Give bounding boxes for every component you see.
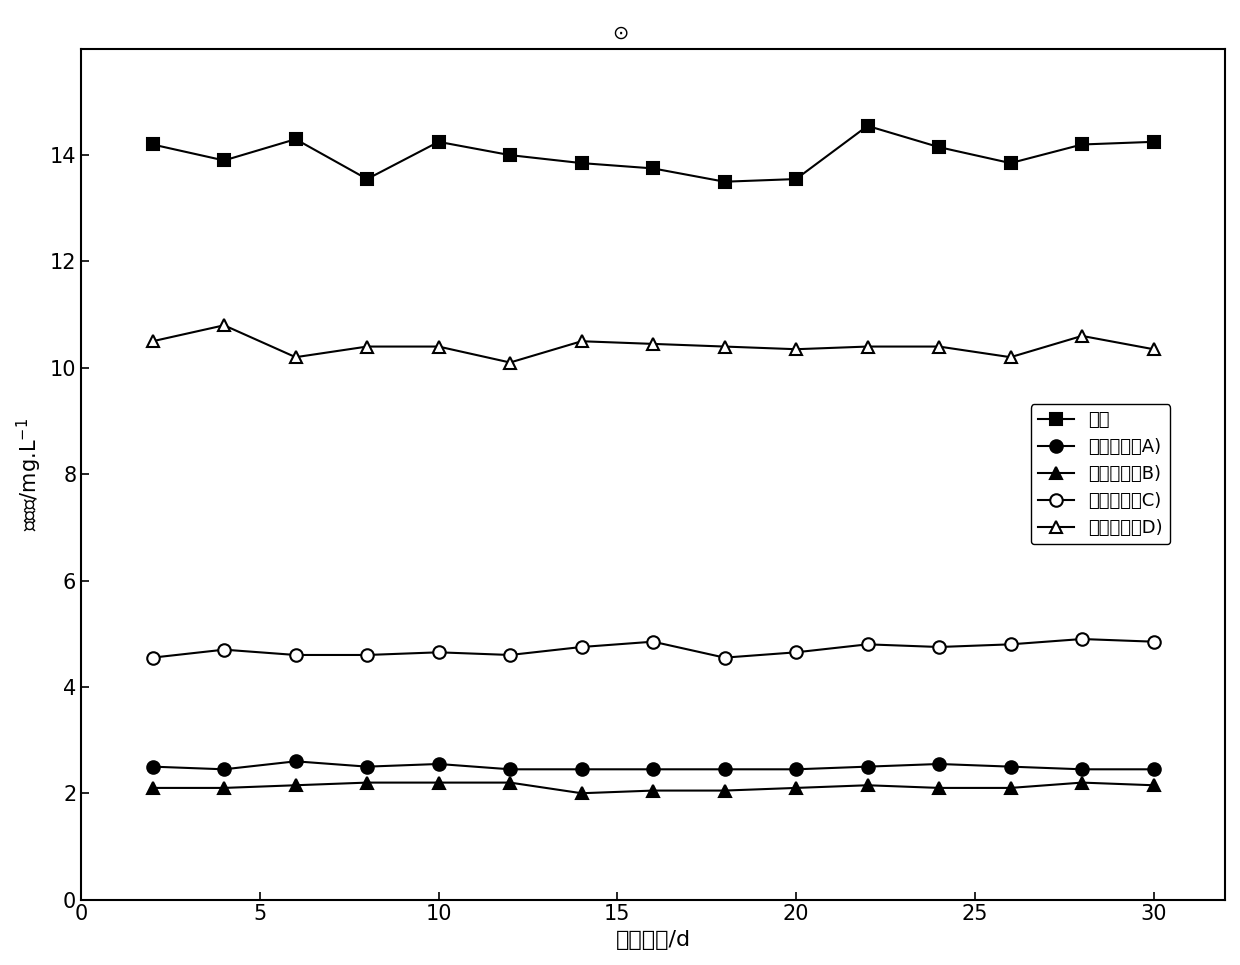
出水（滤料B) xyxy=(574,787,589,799)
进水 xyxy=(288,133,303,145)
出水（滤料B) xyxy=(931,782,946,793)
出水（滤料A) xyxy=(145,760,160,772)
出水（滤料C) xyxy=(145,651,160,663)
出水（滤料C) xyxy=(931,641,946,652)
进水 xyxy=(574,157,589,169)
出水（滤料A) xyxy=(1075,763,1090,775)
出水（滤料D) xyxy=(360,341,374,352)
进水 xyxy=(717,176,732,187)
出水（滤料B) xyxy=(1075,777,1090,788)
出水（滤料B) xyxy=(789,782,804,793)
出水（滤料A) xyxy=(931,758,946,770)
Line: 进水: 进水 xyxy=(148,121,1159,187)
出水（滤料D) xyxy=(931,341,946,352)
进水 xyxy=(861,120,875,131)
出水（滤料C) xyxy=(217,644,232,655)
出水（滤料A) xyxy=(217,763,232,775)
Y-axis label: 硝态氮/mg.L$^{-1}$: 硝态氮/mg.L$^{-1}$ xyxy=(15,418,45,531)
出水（滤料D) xyxy=(1075,330,1090,342)
Legend: 进水, 出水（滤料A), 出水（滤料B), 出水（滤料C), 出水（滤料D): 进水, 出水（滤料A), 出水（滤料B), 出水（滤料C), 出水（滤料D) xyxy=(1030,404,1171,544)
出水（滤料D) xyxy=(432,341,446,352)
出水（滤料B) xyxy=(288,780,303,791)
出水（滤料A) xyxy=(502,763,517,775)
出水（滤料C) xyxy=(1146,636,1161,648)
出水（滤料C) xyxy=(717,651,732,663)
出水（滤料D) xyxy=(646,338,661,349)
出水（滤料D) xyxy=(1146,344,1161,355)
出水（滤料C) xyxy=(502,649,517,661)
进水 xyxy=(1075,139,1090,151)
出水（滤料D) xyxy=(145,336,160,347)
出水（滤料A) xyxy=(288,756,303,767)
出水（滤料C) xyxy=(288,649,303,661)
进水 xyxy=(217,154,232,166)
进水 xyxy=(931,141,946,152)
Line: 出水（滤料D): 出水（滤料D) xyxy=(146,319,1159,369)
出水（滤料B) xyxy=(861,780,875,791)
出水（滤料D) xyxy=(861,341,875,352)
进水 xyxy=(360,174,374,185)
Line: 出水（滤料A): 出水（滤料A) xyxy=(146,755,1159,776)
出水（滤料C) xyxy=(861,639,875,650)
进水 xyxy=(145,139,160,151)
出水（滤料C) xyxy=(646,636,661,648)
Line: 出水（滤料B): 出水（滤料B) xyxy=(146,777,1159,799)
出水（滤料A) xyxy=(574,763,589,775)
进水 xyxy=(1146,136,1161,148)
出水（滤料D) xyxy=(574,336,589,347)
出水（滤料B) xyxy=(1146,780,1161,791)
进水 xyxy=(646,163,661,175)
进水 xyxy=(432,136,446,148)
出水（滤料C) xyxy=(1003,639,1018,650)
出水（滤料B) xyxy=(646,785,661,796)
出水（滤料B) xyxy=(217,782,232,793)
出水（滤料B) xyxy=(717,785,732,796)
Text: ⊙: ⊙ xyxy=(611,24,629,43)
Line: 出水（滤料C): 出水（滤料C) xyxy=(146,633,1159,664)
进水 xyxy=(789,174,804,185)
出水（滤料C) xyxy=(1075,633,1090,645)
出水（滤料D) xyxy=(288,351,303,363)
出水（滤料D) xyxy=(1003,351,1018,363)
出水（滤料C) xyxy=(360,649,374,661)
出水（滤料C) xyxy=(574,641,589,652)
出水（滤料B) xyxy=(360,777,374,788)
出水（滤料A) xyxy=(717,763,732,775)
出水（滤料A) xyxy=(646,763,661,775)
出水（滤料B) xyxy=(432,777,446,788)
出水（滤料C) xyxy=(789,647,804,658)
出水（滤料A) xyxy=(1003,760,1018,772)
出水（滤料D) xyxy=(217,319,232,331)
出水（滤料B) xyxy=(1003,782,1018,793)
出水（滤料D) xyxy=(717,341,732,352)
出水（滤料A) xyxy=(789,763,804,775)
进水 xyxy=(502,150,517,161)
出水（滤料A) xyxy=(360,760,374,772)
进水 xyxy=(1003,157,1018,169)
出水（滤料C) xyxy=(432,647,446,658)
出水（滤料A) xyxy=(432,758,446,770)
出水（滤料D) xyxy=(789,344,804,355)
出水（滤料A) xyxy=(1146,763,1161,775)
X-axis label: 运行天数/d: 运行天数/d xyxy=(615,930,691,950)
出水（滤料B) xyxy=(145,782,160,793)
出水（滤料B) xyxy=(502,777,517,788)
出水（滤料A) xyxy=(861,760,875,772)
出水（滤料D) xyxy=(502,357,517,369)
